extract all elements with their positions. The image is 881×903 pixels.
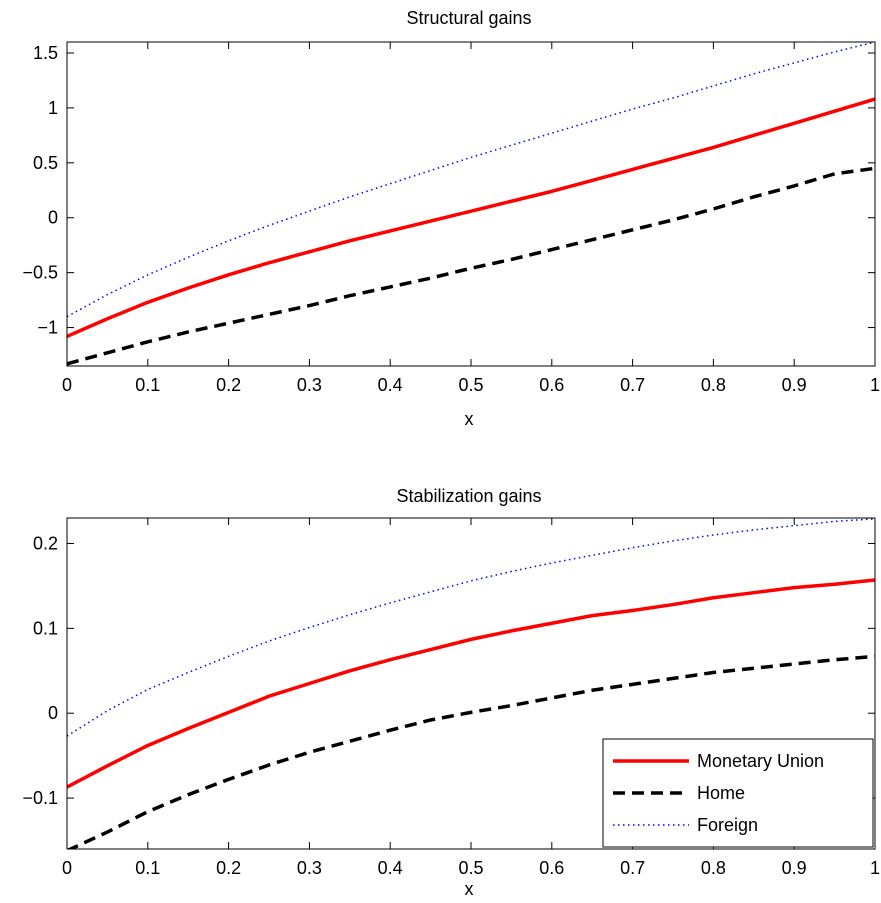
y-tick-label: 0.1 bbox=[33, 618, 58, 638]
x-axis-label: x bbox=[465, 879, 474, 899]
x-tick-label: 0.7 bbox=[620, 375, 645, 395]
x-tick-label: 0.1 bbox=[135, 858, 160, 878]
panel-title: Structural gains bbox=[406, 8, 531, 28]
x-tick-label: 0.8 bbox=[701, 375, 726, 395]
y-tick-label: 1 bbox=[48, 98, 58, 118]
series-group bbox=[67, 42, 875, 366]
series-line-home bbox=[67, 654, 875, 849]
legend-entry-label: Home bbox=[697, 783, 745, 803]
x-tick-label: 0.9 bbox=[782, 375, 807, 395]
x-tick-label: 1 bbox=[870, 375, 880, 395]
y-tick-label: 0.5 bbox=[33, 153, 58, 173]
x-tick-label: 0.1 bbox=[135, 375, 160, 395]
x-tick-label: 0.2 bbox=[216, 375, 241, 395]
legend-entry-label: Foreign bbox=[697, 815, 758, 835]
x-tick-label: 0.2 bbox=[216, 858, 241, 878]
series-line-foreign bbox=[67, 42, 875, 318]
x-tick-label: 0.5 bbox=[458, 858, 483, 878]
plot-area: 0 0.1 0.2 0.3 0.4 0.5 0.6 0.7 0.8 0.9 1 −1 −0.5 0 0.5 1… bbox=[22, 41, 880, 395]
y-tick-label: −1 bbox=[37, 318, 58, 338]
legend-entry-label: Monetary Union bbox=[697, 751, 824, 771]
x-tick-label: 0 bbox=[62, 375, 72, 395]
x-tick-label: 0.4 bbox=[378, 858, 403, 878]
series-line-home bbox=[67, 166, 875, 366]
series-line-monetary-union bbox=[67, 578, 875, 789]
y-tick-label: 0.2 bbox=[33, 533, 58, 553]
x-tick-label: 0.6 bbox=[539, 375, 564, 395]
x-tick-label: 1 bbox=[870, 858, 880, 878]
y-tick-label: 0 bbox=[48, 208, 58, 228]
structural-gains-panel: Structural gains 0 0.1 0.2 0.3 0.4 0.5 0.6 0.7 0… bbox=[22, 8, 880, 429]
series-line-monetary-union bbox=[67, 97, 875, 338]
x-tick-label: 0.3 bbox=[297, 858, 322, 878]
x-tick-label: 0.8 bbox=[701, 858, 726, 878]
x-tick-label: 0.7 bbox=[620, 858, 645, 878]
x-tick-label: 0.9 bbox=[782, 858, 807, 878]
legend: Monetary Union Home Foreign bbox=[602, 738, 874, 848]
y-tick-label: −0.1 bbox=[22, 788, 58, 808]
y-tick-label: −0.5 bbox=[22, 263, 58, 283]
stabilization-gains-panel: Stabilization gains 0 0.1 0.2 0.3 0.4 0.5 0.6 0… bbox=[22, 486, 880, 899]
x-tick-label: 0.4 bbox=[378, 375, 403, 395]
series-group bbox=[67, 518, 875, 849]
x-tick-label: 0 bbox=[62, 858, 72, 878]
x-tick-label: 0.6 bbox=[539, 858, 564, 878]
x-tick-label: 0.5 bbox=[458, 375, 483, 395]
legend-box bbox=[602, 738, 874, 848]
x-tick-label: 0.3 bbox=[297, 375, 322, 395]
panel-title: Stabilization gains bbox=[396, 486, 541, 506]
y-tick-label: 0 bbox=[48, 703, 58, 723]
plot-area: 0 0.1 0.2 0.3 0.4 0.5 0.6 0.7 0.8 0.9 1 −0.1 0 0.1 0.2… bbox=[22, 517, 880, 878]
y-tick-label: 1.5 bbox=[33, 43, 58, 63]
x-axis-label: x bbox=[465, 409, 474, 429]
